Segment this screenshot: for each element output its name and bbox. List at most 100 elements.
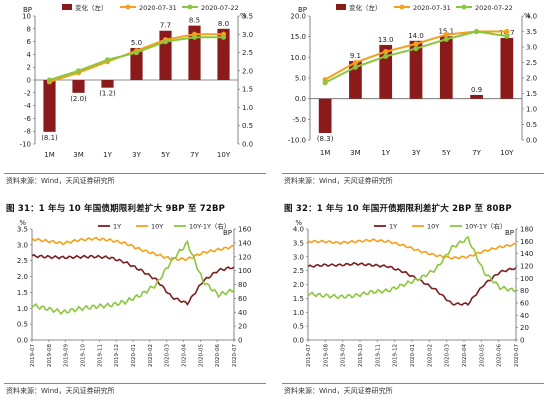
caption-fig31: 图 31：1 年与 10 年国债期限利差扩大 9BP 至 72BP (6, 204, 226, 214)
left-tick-label: 15.0 (290, 33, 306, 41)
category-label-1M: 1M (320, 149, 331, 157)
x-tick-label: 2020-04 (182, 344, 188, 367)
left-tick-label: -8 (24, 128, 31, 136)
left-tick-label: 2.5 (293, 267, 304, 275)
source-tr: 资料来源：Wind，天风证券研究所 (284, 177, 393, 185)
right-tick-label: 20 (520, 324, 529, 332)
x-tick-label: 2020-05 (198, 344, 204, 367)
series-line-1Y (307, 261, 517, 306)
right-tick-label: 3.5 (526, 28, 537, 36)
series-point (443, 31, 449, 38)
divider-tr (282, 173, 544, 174)
right-unit: % (524, 12, 531, 20)
category-label-10Y: 10Y (217, 151, 231, 159)
bar-1M (43, 80, 56, 132)
x-tick-label: 2020-03 (165, 344, 171, 367)
bar-1M (318, 98, 332, 133)
right-tick-label: 1.5 (526, 90, 537, 98)
category-label-1Y: 1Y (103, 151, 112, 159)
series-point (46, 77, 53, 83)
left-tick-label: 1.0 (17, 305, 28, 313)
caption-fig32: 图 32：1 年与 10 年国开债期限利差扩大 2BP 至 80BP (284, 204, 512, 214)
x-tick-label: 2019-09 (341, 344, 347, 367)
right-tick-label: 60 (520, 300, 529, 308)
left-tick-label: 0.0 (293, 337, 304, 345)
x-tick-label: 2020-06 (497, 344, 503, 367)
legend-swatch-point (125, 4, 131, 10)
right-tick-label: 0.0 (242, 141, 253, 149)
right-tick-label: 1.0 (242, 104, 253, 112)
right-tick-label: 1.0 (526, 106, 537, 114)
series-point (413, 41, 419, 47)
left-tick-label: 20.0 (290, 13, 306, 21)
bar-label: 15.1 (438, 27, 454, 35)
legend-label: 10Y (427, 223, 439, 231)
right-tick-label: 4.0 (526, 13, 537, 21)
bar-label: 7.7 (160, 22, 171, 30)
left-tick-label: -5.0 (292, 116, 306, 124)
category-label-1Y: 1Y (381, 149, 390, 157)
x-tick-label: 2019-08 (323, 344, 329, 367)
right-tick-label: 20 (238, 323, 247, 331)
right-tick-label: 0.5 (242, 122, 253, 130)
chart-tr: 20.0 15.0 10.0 5.0 0.0 -5.0 -10.0 4.0 3.5 3.0 2.5 2… (288, 3, 537, 157)
bar-3Y (409, 40, 423, 99)
series-point (75, 68, 82, 74)
legend-label: 变化（左） (75, 3, 108, 12)
bar-label: 8.5 (189, 17, 200, 25)
category-label-5Y: 5Y (161, 151, 170, 159)
series-line-10Y-1Y（右） (31, 239, 235, 316)
bar-1Y (101, 80, 114, 88)
x-tick-label: 2019-11 (375, 344, 381, 367)
left-tick-label: 1.0 (293, 309, 304, 317)
left-tick-label: 0 (27, 77, 31, 85)
right-tick-label: 160 (238, 226, 251, 234)
series-point (504, 28, 510, 35)
left-tick-label: -2 (24, 89, 31, 97)
bar-label: (8.3) (317, 135, 334, 143)
divider-br (282, 383, 544, 384)
left-tick-label: 10.0 (290, 54, 306, 62)
series-point (322, 80, 328, 86)
right-tick-label: 60 (238, 295, 247, 303)
category-label-10Y: 10Y (500, 149, 514, 157)
right-tick-label: 140 (238, 239, 251, 247)
category-label-3M: 3M (73, 151, 84, 159)
source-br: 资料来源：Wind，天风证券研究所 (284, 387, 393, 395)
category-label-1M: 1M (44, 151, 55, 159)
legend-label: 2020-07-31 (139, 4, 177, 12)
left-tick-label: -10 (20, 141, 31, 149)
bar-label: 9.1 (350, 52, 361, 60)
bar-3M (72, 80, 85, 93)
bar-3Y (130, 48, 143, 80)
right-unit: % (240, 12, 247, 20)
right-tick-label: 3.0 (242, 31, 253, 39)
x-tick-label: 2020-01 (131, 344, 137, 367)
series-point (504, 33, 510, 39)
right-tick-label: 0 (238, 337, 242, 345)
bar-label: 8.0 (218, 20, 229, 28)
x-tick-label: 2019-08 (47, 344, 53, 367)
x-tick-label: 2020-02 (148, 344, 154, 367)
legend-label: 2020-07-31 (413, 4, 451, 12)
right-tick-label: 120 (238, 253, 251, 261)
x-tick-label: 2019-10 (81, 344, 87, 367)
divider-tl (4, 173, 266, 174)
legend-label: 变化（左） (349, 3, 382, 12)
left-tick-label: 3.0 (17, 241, 28, 249)
left-tick-label: 1.5 (17, 289, 28, 297)
series-point (473, 28, 480, 35)
right-tick-label: 140 (520, 250, 533, 258)
right-tick-label: 80 (238, 281, 247, 289)
right-tick-label: 2.5 (526, 59, 537, 67)
bar-5Y (439, 36, 453, 99)
left-tick-label: 2.5 (17, 257, 28, 265)
legend-label: 10Y (151, 223, 163, 231)
series-point (220, 34, 227, 40)
series-point (191, 34, 198, 40)
chart-tl: 10 8 6 4 2 0 -2 -4 -6 -8 -10 3.5 3.0 2.5 2.0 1.5 1.0 0.5 0… (20, 3, 254, 159)
x-tick-label: 2019-10 (358, 344, 364, 367)
category-label-5Y: 5Y (442, 149, 451, 157)
right-tick-label: 0.0 (526, 137, 537, 145)
x-tick-label: 2020-02 (427, 344, 433, 367)
